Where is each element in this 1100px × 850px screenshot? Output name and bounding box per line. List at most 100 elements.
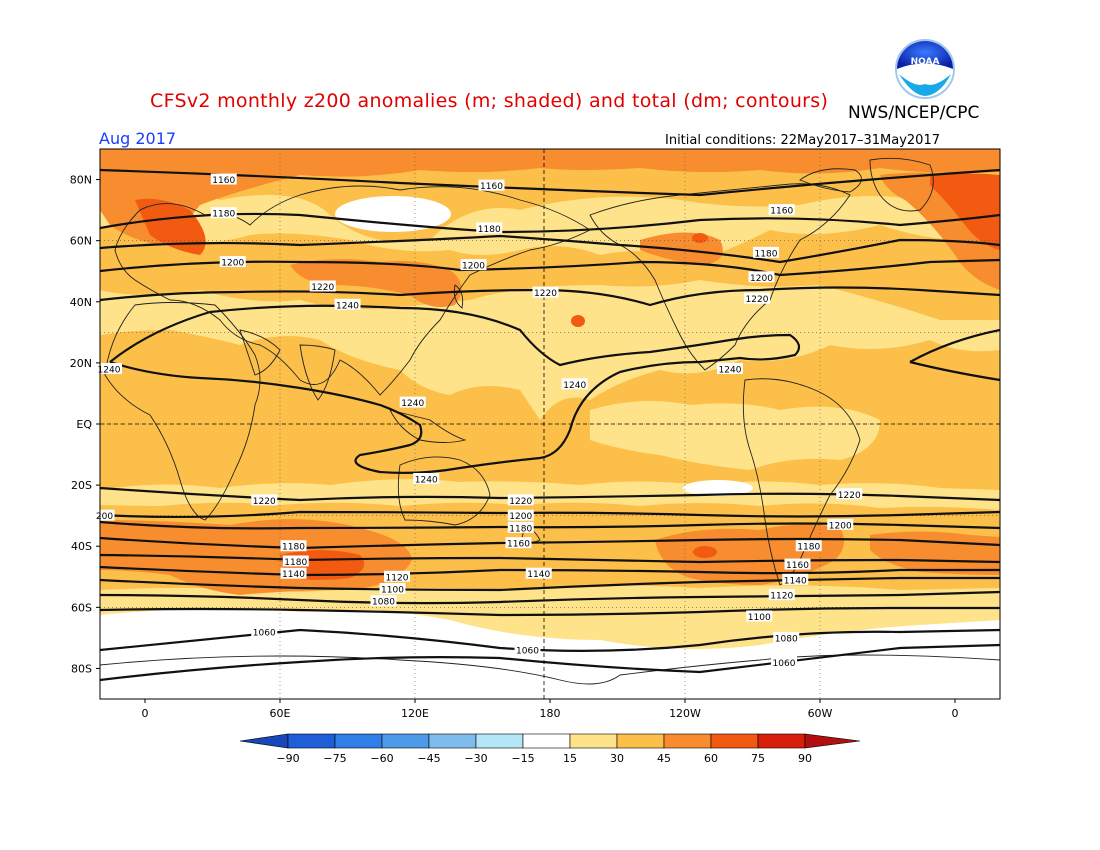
svg-text:1180: 1180	[212, 210, 235, 220]
height-contours	[100, 168, 1000, 682]
lon-label: 120E	[401, 707, 429, 720]
contour-label: 1180	[210, 207, 237, 220]
svg-text:1060: 1060	[253, 628, 276, 638]
contour-label: 1140	[525, 567, 552, 580]
contour-label: 1200	[219, 256, 246, 269]
contour-labels: 1160 1160 1160 1180 1180 1180 1200 1200 1200 1220…	[94, 173, 863, 669]
contour-label: 1120	[768, 589, 795, 602]
contour-label: 1060	[251, 625, 278, 638]
svg-text:1180: 1180	[282, 543, 305, 553]
svg-text:1240: 1240	[719, 366, 742, 376]
svg-text:1200: 1200	[829, 521, 852, 531]
coastlines	[100, 157, 1000, 685]
contour-label: 1180	[795, 540, 822, 553]
contour-label: 1180	[282, 555, 309, 568]
initial-conditions: Initial conditions: 22May2017–31May2017	[665, 133, 940, 148]
colorbar-tick-label: −75	[323, 752, 346, 765]
contour-label: 1200	[507, 509, 534, 522]
colorbar-swatch	[475, 733, 524, 749]
svg-text:1200: 1200	[462, 262, 485, 272]
contour-label: 1240	[96, 363, 122, 376]
contour-label: 1240	[561, 378, 588, 391]
svg-text:1240: 1240	[98, 366, 121, 376]
contour-label: 1180	[507, 521, 534, 534]
svg-text:1220: 1220	[311, 283, 334, 293]
contour-label: 200	[94, 509, 115, 522]
contour-label: 1080	[370, 595, 397, 608]
svg-text:1180: 1180	[509, 524, 532, 534]
contour-label: 1240	[413, 473, 440, 486]
contour-label: 1180	[476, 222, 503, 235]
contour-label: 1080	[773, 631, 800, 644]
lat-label: 40S	[71, 540, 92, 553]
lon-label: 60W	[808, 707, 833, 720]
colorbar-tick-label: −15	[511, 752, 534, 765]
colorbar-swatch	[428, 733, 477, 749]
svg-text:1060: 1060	[773, 659, 796, 669]
lon-label: 0	[952, 707, 959, 720]
contour-label: 1140	[280, 567, 307, 580]
contour-label: 1160	[768, 204, 795, 217]
contour-label: 1220	[309, 280, 336, 293]
svg-text:1240: 1240	[401, 399, 424, 409]
svg-text:1160: 1160	[770, 207, 793, 217]
lon-label: 0	[142, 707, 149, 720]
svg-text:1220: 1220	[746, 295, 769, 305]
lat-label: EQ	[76, 418, 92, 431]
contour-label: 1220	[744, 292, 770, 305]
svg-text:1220: 1220	[253, 497, 276, 507]
colorbar-swatch	[663, 733, 712, 749]
svg-text:1200: 1200	[509, 512, 532, 522]
contour-label: 1220	[251, 494, 278, 507]
contour-label: 1140	[782, 573, 809, 586]
contour-label: 1160	[784, 558, 811, 571]
colorbar-tick-label: −30	[464, 752, 487, 765]
lon-label: 60E	[270, 707, 291, 720]
svg-text:1060: 1060	[516, 647, 539, 657]
longitude-axis: 0 60E 120E 180 120W 60W 0	[142, 699, 959, 720]
lat-label: 20N	[70, 357, 92, 370]
contour-label: 1220	[507, 494, 534, 507]
contour-label: 1200	[748, 271, 775, 284]
svg-text:1080: 1080	[775, 634, 798, 644]
svg-text:1220: 1220	[509, 497, 532, 507]
noaa-logo: NOAA	[895, 39, 955, 99]
colorbar-tick-label: −45	[417, 752, 440, 765]
svg-text:1180: 1180	[797, 543, 820, 553]
svg-text:1160: 1160	[786, 561, 809, 571]
contour-label: 1060	[771, 656, 797, 669]
agency-label: NWS/NCEP/CPC	[848, 103, 980, 123]
contour-label: 1220	[836, 488, 863, 501]
colorbar-swatch	[757, 733, 806, 749]
colorbar-swatch	[287, 733, 336, 749]
chart-title: CFSv2 monthly z200 anomalies (m; shaded)…	[150, 90, 829, 112]
contour-label: 1100	[746, 610, 773, 623]
svg-text:1140: 1140	[784, 576, 807, 586]
noaa-logo-text: NOAA	[911, 57, 940, 67]
valid-month: Aug 2017	[99, 129, 177, 148]
colorbar-tick-label: −90	[276, 752, 299, 765]
latitude-axis: 80N 60N 40N 20N EQ 20S 40S 60S 80S	[70, 174, 100, 675]
colorbar-low-arrow	[239, 733, 289, 749]
contour-label: 1240	[399, 396, 426, 409]
svg-text:1160: 1160	[212, 176, 235, 186]
contour-label: 1240	[717, 363, 743, 376]
lat-label: 80N	[70, 174, 92, 187]
contour-label: 1120	[384, 570, 410, 583]
contour-label: 1180	[280, 540, 307, 553]
colorbar-tick-label: 75	[751, 752, 765, 765]
svg-text:1240: 1240	[336, 301, 359, 311]
colorbar-tick-label: 45	[657, 752, 671, 765]
lat-label: 20S	[71, 479, 92, 492]
colorbar-swatch	[569, 733, 618, 749]
colorbar-swatch	[334, 733, 383, 749]
colorbar-swatch	[381, 733, 430, 749]
contour-label: 1160	[478, 179, 505, 192]
colorbar-swatch	[616, 733, 665, 749]
contour-label: 1220	[532, 286, 559, 299]
colorbar: −90 −75 −60 −45 −30 −15 15 30 45 60 75 90	[239, 733, 861, 765]
lon-label: 180	[540, 707, 561, 720]
svg-text:1180: 1180	[755, 249, 778, 259]
svg-text:1200: 1200	[750, 274, 773, 284]
